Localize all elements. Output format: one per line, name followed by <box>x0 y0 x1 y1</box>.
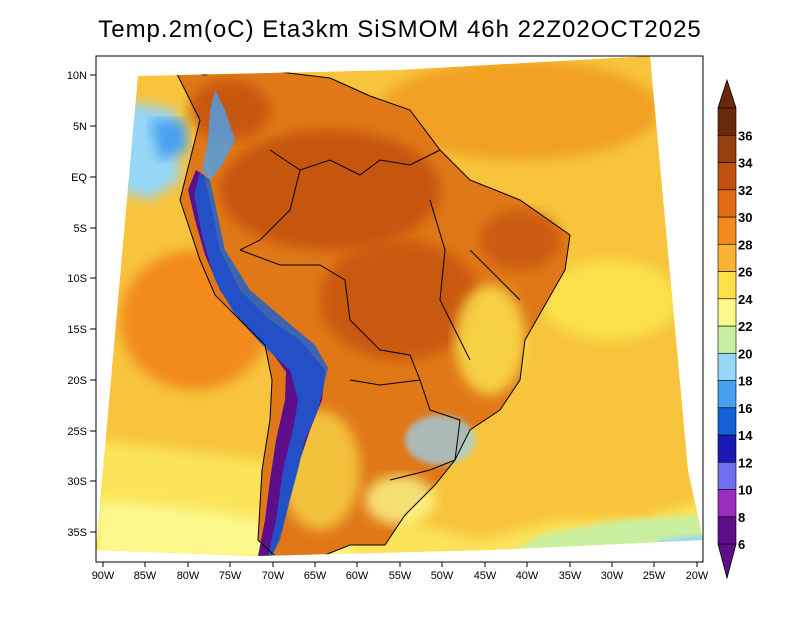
colorbar-bin <box>717 352 737 381</box>
colorbar-label: 24 <box>738 292 753 307</box>
border-bolivia-peru <box>239 249 421 381</box>
colorbar-label: 12 <box>738 455 752 470</box>
lon-label: 65W <box>304 570 327 582</box>
colorbar-label: 22 <box>738 319 752 334</box>
longitude-axis: 90W 85W 80W 75W 70W 65W 60W 55W 50W 45W … <box>92 562 709 582</box>
lat-label: 5N <box>73 121 87 133</box>
colorbar-label: 6 <box>738 537 745 552</box>
colorbar-bin <box>717 189 737 218</box>
south-brazil-cool <box>405 415 475 465</box>
colorbar-bin <box>717 134 737 163</box>
lat-label: 20S <box>67 375 87 387</box>
colorbar-label: 18 <box>738 374 752 389</box>
atlantic-warm-band <box>380 60 660 160</box>
lon-label: 90W <box>92 570 115 582</box>
colorbar-label: 28 <box>738 237 752 252</box>
colorbar-bottom-arrow <box>717 543 737 580</box>
colorbar-bin <box>717 380 737 409</box>
lat-label: EQ <box>71 172 87 184</box>
colorbar-label: 36 <box>738 128 752 143</box>
amazon-hot-core <box>220 130 440 250</box>
pacific-cool-core <box>150 120 188 160</box>
lon-label: 40W <box>516 570 539 582</box>
atlantic-mild-area <box>540 260 680 340</box>
map-title: Temp.2m(oC) Eta3km SiSMOM 46h 22Z02OCT20… <box>98 16 702 43</box>
lon-label: 50W <box>431 570 454 582</box>
colorbar-label: 8 <box>738 510 745 525</box>
border-colombia-peru <box>239 169 301 251</box>
colombia-andes <box>202 90 235 180</box>
lat-label: 5S <box>74 223 87 235</box>
colorbar-label: 20 <box>738 346 752 361</box>
lat-label: 10N <box>67 70 87 82</box>
lon-label: 80W <box>177 570 200 582</box>
colorbar-bin <box>717 325 737 354</box>
lon-label: 35W <box>559 570 582 582</box>
colorbar-label: 26 <box>738 265 752 280</box>
colorbar-bin <box>717 434 737 463</box>
lat-label: 35S <box>67 527 87 539</box>
andes-cold-margin <box>194 172 328 556</box>
lon-label: 85W <box>134 570 157 582</box>
lon-label: 45W <box>474 570 497 582</box>
colorbar-bin <box>717 461 737 490</box>
lat-label: 25S <box>67 426 87 438</box>
colorbar-bin <box>717 271 737 300</box>
colorbar-label: 32 <box>738 183 752 198</box>
uruguay-mild <box>365 475 435 525</box>
colorbar-bin <box>717 216 737 245</box>
border-bolivia-south <box>349 379 421 386</box>
southeast-mild <box>455 285 525 395</box>
latitude-axis: 10N 5N EQ 5S 10S 15S 20S 25S 30S 35S <box>67 70 96 539</box>
colorbar: 6 8 10 12 14 16 18 20 22 24 26 28 30 32 34 36 <box>717 78 753 580</box>
border-brazil-states <box>429 199 471 361</box>
lon-label: 55W <box>389 570 412 582</box>
colorbar-label: 30 <box>738 210 752 225</box>
colorbar-bin <box>717 243 737 272</box>
lon-label: 20W <box>686 570 709 582</box>
lon-label: 60W <box>346 570 369 582</box>
northeast-hot <box>480 210 560 270</box>
colorbar-bin <box>717 107 737 136</box>
colorbar-label: 10 <box>738 483 752 498</box>
border-paraguay <box>419 379 461 461</box>
colorbar-label: 34 <box>738 156 753 171</box>
colorbar-top-arrow <box>717 78 737 109</box>
border-uruguay <box>389 459 456 481</box>
colorbar-bin <box>717 298 737 327</box>
lon-label: 75W <box>219 570 242 582</box>
colorbar-label: 14 <box>738 428 753 443</box>
border-northeast-states <box>469 249 521 301</box>
lon-label: 70W <box>262 570 285 582</box>
colorbar-label: 16 <box>738 401 752 416</box>
lat-label: 15S <box>67 324 87 336</box>
colorbar-bin <box>717 407 737 436</box>
colorbar-bin <box>717 162 737 191</box>
south-america-land <box>175 65 570 556</box>
colorbar-bin <box>717 516 737 545</box>
country-borders <box>174 64 571 556</box>
lon-label: 30W <box>601 570 624 582</box>
colorbar-bin <box>717 489 737 518</box>
lat-label: 30S <box>67 476 87 488</box>
coastline <box>174 64 571 556</box>
lat-label: 10S <box>67 273 87 285</box>
lon-label: 25W <box>643 570 666 582</box>
